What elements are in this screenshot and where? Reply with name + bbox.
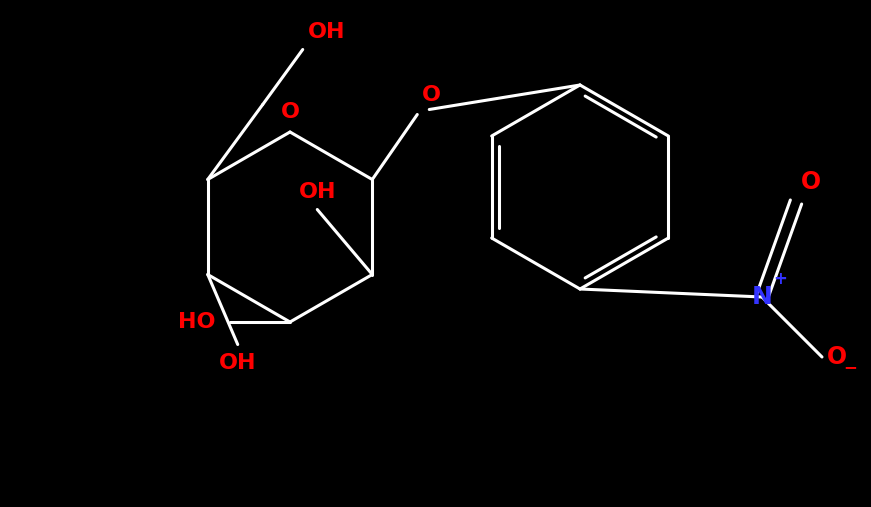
Text: +: +: [773, 270, 787, 288]
Text: O: O: [827, 345, 847, 369]
Text: O: O: [801, 170, 821, 194]
Text: HO: HO: [178, 312, 215, 332]
Text: −: −: [843, 358, 857, 376]
Text: O: O: [422, 85, 442, 104]
Text: N: N: [752, 285, 773, 309]
Text: O: O: [280, 102, 300, 122]
Text: OH: OH: [307, 21, 345, 42]
Text: OH: OH: [219, 352, 256, 373]
Text: OH: OH: [299, 182, 336, 201]
